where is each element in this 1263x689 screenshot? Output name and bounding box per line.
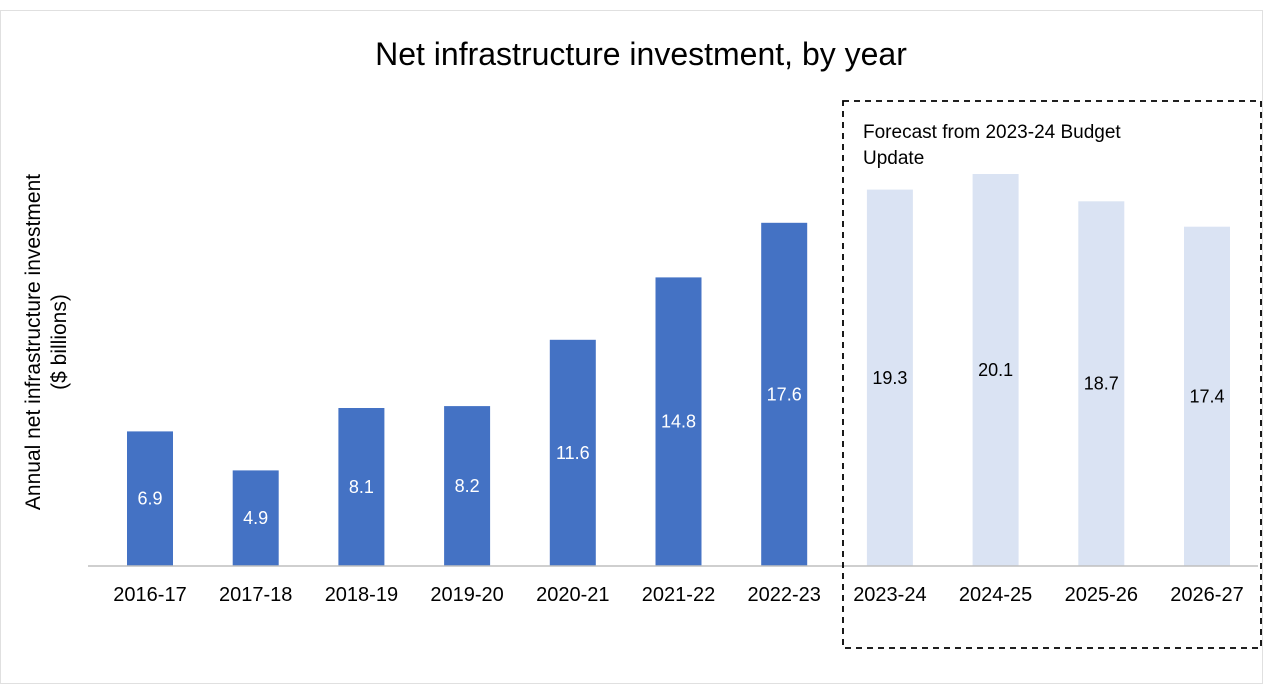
y-axis-label: Annual net infrastructure investment ($ … xyxy=(22,174,71,510)
bar-2018-19 xyxy=(338,408,385,566)
x-tick-label-2023-24: 2023-24 xyxy=(853,584,926,606)
data-label-2022-23: 17.6 xyxy=(767,384,802,404)
x-tick-label-2018-19: 2018-19 xyxy=(325,584,398,606)
bar-2021-22 xyxy=(655,277,702,566)
x-tick-label-2021-22: 2021-22 xyxy=(642,584,715,606)
bar-2019-20 xyxy=(444,406,491,566)
x-axis-tick-labels: 2016-17 2017-18 2018-19 2019-20 2020-21 2021-… xyxy=(113,584,1243,606)
bar-2024-25 xyxy=(972,174,1019,566)
x-tick-label-2022-23: 2022-23 xyxy=(747,584,820,606)
x-tick-label-2016-17: 2016-17 xyxy=(113,584,186,606)
bar-2023-24 xyxy=(866,189,913,566)
data-label-2018-19: 8.1 xyxy=(349,477,374,497)
bar-2026-27 xyxy=(1184,226,1230,566)
data-label-2023-24: 19.3 xyxy=(872,368,907,388)
forecast-annotation-line-1: Forecast from 2023-24 Budget xyxy=(863,122,1121,143)
data-label-2016-17: 6.9 xyxy=(137,489,162,509)
forecast-box xyxy=(842,100,1262,649)
forecast-annotation-line-2: Update xyxy=(863,148,924,169)
x-tick-label-2026-27: 2026-27 xyxy=(1170,584,1243,606)
x-tick-label-2019-20: 2019-20 xyxy=(430,584,503,606)
chart-border xyxy=(0,10,1263,684)
data-label-2025-26: 18.7 xyxy=(1084,374,1119,394)
bar-2020-21 xyxy=(549,339,596,566)
data-labels: 6.9 4.9 8.1 8.2 11.6 14.8 17.6 19.3 20.1 18.7 17.4 xyxy=(137,360,1224,528)
y-axis-label-line-1: Annual net infrastructure investment xyxy=(22,174,45,510)
x-tick-label-2025-26: 2025-26 xyxy=(1065,584,1138,606)
data-label-2020-21: 11.6 xyxy=(556,443,590,463)
bar-2025-26 xyxy=(1078,201,1125,567)
x-tick-label-2024-25: 2024-25 xyxy=(959,584,1032,606)
forecast-annotation: Forecast from 2023-24 Budget Update xyxy=(863,122,1121,169)
data-label-2017-18: 4.9 xyxy=(243,508,268,528)
x-tick-label-2020-21: 2020-21 xyxy=(536,584,609,606)
bar-series xyxy=(127,174,1230,567)
chart-title: Net infrastructure investment, by year xyxy=(375,36,907,72)
data-label-2024-25: 20.1 xyxy=(978,360,1013,380)
data-label-2019-20: 8.2 xyxy=(455,476,480,496)
bar-2022-23 xyxy=(761,222,808,567)
x-tick-label-2017-18: 2017-18 xyxy=(219,584,292,606)
data-label-2026-27: 17.4 xyxy=(1189,386,1224,406)
data-label-2021-22: 14.8 xyxy=(661,412,696,432)
y-axis-label-line-2: ($ billions) xyxy=(48,294,71,390)
bar-2016-17 xyxy=(127,431,173,566)
bar-2017-18 xyxy=(232,470,279,566)
